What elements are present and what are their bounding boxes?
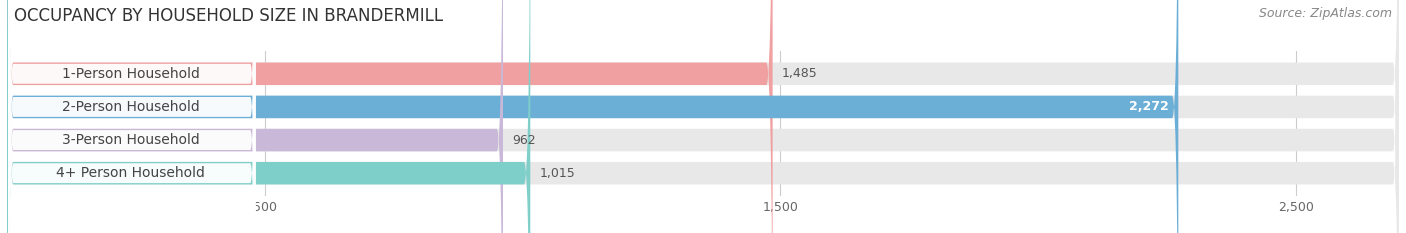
Text: 962: 962	[512, 134, 536, 147]
FancyBboxPatch shape	[7, 0, 1399, 233]
FancyBboxPatch shape	[8, 0, 256, 233]
Text: 1,015: 1,015	[540, 167, 575, 180]
FancyBboxPatch shape	[7, 0, 1399, 233]
Text: 2,272: 2,272	[1129, 100, 1168, 113]
FancyBboxPatch shape	[7, 0, 772, 233]
FancyBboxPatch shape	[7, 0, 530, 233]
FancyBboxPatch shape	[7, 0, 503, 233]
Text: 1-Person Household: 1-Person Household	[62, 67, 200, 81]
Text: OCCUPANCY BY HOUSEHOLD SIZE IN BRANDERMILL: OCCUPANCY BY HOUSEHOLD SIZE IN BRANDERMI…	[14, 7, 443, 25]
Text: Source: ZipAtlas.com: Source: ZipAtlas.com	[1258, 7, 1392, 20]
Text: 4+ Person Household: 4+ Person Household	[56, 166, 205, 180]
FancyBboxPatch shape	[8, 0, 256, 233]
Text: 2-Person Household: 2-Person Household	[62, 100, 200, 114]
FancyBboxPatch shape	[7, 0, 1399, 233]
FancyBboxPatch shape	[8, 0, 256, 233]
FancyBboxPatch shape	[7, 0, 1178, 233]
FancyBboxPatch shape	[8, 0, 256, 233]
Text: 3-Person Household: 3-Person Household	[62, 133, 200, 147]
Text: 1,485: 1,485	[782, 67, 818, 80]
FancyBboxPatch shape	[7, 0, 1399, 233]
